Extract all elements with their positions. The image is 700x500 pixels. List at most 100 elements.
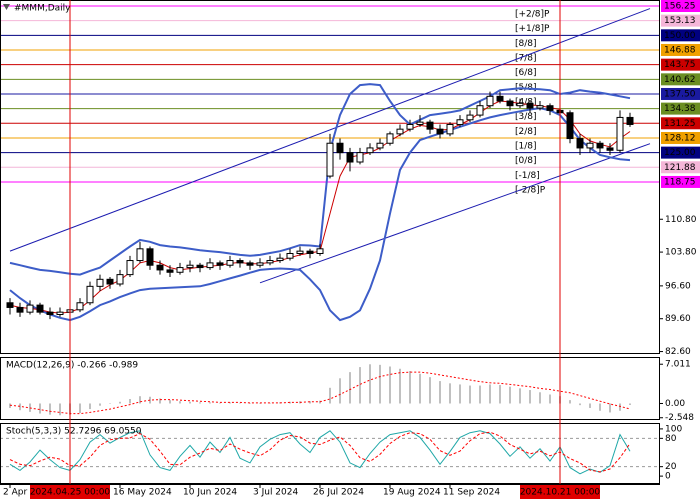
candle-body [606, 147, 614, 151]
macd-bar [419, 373, 421, 404]
candle-body [16, 306, 24, 313]
candle-body [266, 260, 274, 264]
level-name: [3/8] [515, 112, 537, 122]
candle-body [26, 304, 34, 313]
macd-bar [409, 371, 411, 404]
candle-body [626, 116, 634, 125]
candle-body [516, 102, 524, 107]
y-tick-label: -2.548 [665, 413, 694, 423]
macd-bar [9, 403, 11, 408]
panel-title: MACD(12,26,9) -0.266 -0.989 [6, 361, 138, 371]
macd-bar [539, 392, 541, 404]
candle-body [466, 114, 474, 121]
y-tick-label: 7.011 [665, 360, 691, 370]
candle-body [116, 274, 124, 285]
level-badge [661, 87, 700, 100]
candle-body [276, 257, 284, 262]
macd-bar [199, 402, 201, 404]
candle-body [306, 250, 314, 255]
level-name: [8/8] [515, 39, 537, 49]
panel-title: Stoch(5,3,3) 52.7296 69.0550 [6, 427, 142, 437]
candle-body [356, 152, 364, 163]
y-tick-label: 100 [665, 424, 682, 434]
x-tick-label: 3 Jul 2024 [253, 488, 298, 498]
level-name: [0/8] [515, 156, 537, 166]
macd-bar [129, 399, 131, 404]
macd-bar [119, 401, 121, 404]
candle-body [496, 95, 504, 102]
candle-body [326, 142, 334, 177]
panel [0, 430, 660, 475]
x-tick-label: 10 Jun 2024 [183, 488, 237, 498]
level-label: 140.62 [664, 75, 696, 85]
candle-body [6, 302, 14, 308]
macd-bar [509, 386, 511, 404]
y-tick-label: 0.00 [665, 399, 685, 409]
level-name: [-2/8]P [515, 185, 546, 195]
candle-body [196, 264, 204, 269]
level-badge [661, 14, 700, 27]
candle-body [546, 105, 554, 111]
macd-bar [249, 403, 251, 404]
candle-body [156, 264, 164, 271]
candle-body [136, 248, 144, 262]
macd-bar [189, 401, 191, 404]
candle-body [286, 253, 294, 259]
title-icon [3, 4, 10, 10]
candle-body [256, 262, 264, 266]
x-tick-label: 26 Jul 2024 [313, 488, 364, 498]
level-name: [2/8] [515, 127, 537, 137]
candle-body [86, 285, 94, 304]
y-tick-label: 0 [665, 472, 671, 482]
macd-bar [529, 390, 531, 404]
highlight-badge [520, 485, 600, 499]
level-label: 156.25 [664, 2, 696, 12]
candle-body [596, 142, 604, 149]
candle-body [486, 95, 494, 107]
macd-bar [369, 364, 371, 404]
level-name: [+1/8]P [515, 24, 550, 34]
macd-bar [379, 364, 381, 404]
candle-body [586, 142, 594, 149]
macd-bar [179, 401, 181, 404]
candle-body [346, 152, 354, 163]
candle-body [176, 267, 184, 273]
macd-bar [59, 403, 61, 416]
candle-body [366, 147, 374, 154]
signal-line [9, 371, 631, 415]
macd-bar [599, 403, 601, 411]
macd-bar [359, 367, 361, 404]
x-tick-label: 16 May 2024 [113, 488, 172, 498]
macd-bar [269, 402, 271, 404]
level-label: 137.50 [664, 89, 696, 99]
macd-bar [289, 401, 291, 404]
y-tick-label: 82.60 [665, 347, 691, 357]
macd-bar [589, 403, 591, 408]
highlight-label: 2024.04.25 00:00 [30, 488, 111, 498]
macd-bar [229, 402, 231, 404]
candle-body [426, 121, 434, 130]
level-badge [661, 102, 700, 115]
level-badge [661, 29, 700, 42]
macd-bar [399, 368, 401, 404]
candle-body [446, 123, 454, 135]
highlight-label: 2024.10.21 00:00 [520, 488, 601, 498]
candle-body [536, 105, 544, 109]
candle-body [186, 264, 194, 269]
candle-body [566, 112, 574, 140]
candle-body [336, 142, 344, 154]
macd-bar [469, 385, 471, 404]
macd-bar [619, 403, 621, 411]
level-label: 125.00 [664, 148, 696, 158]
macd-bar [19, 403, 21, 411]
candle-body [46, 311, 54, 315]
candle-body [576, 138, 584, 149]
y-tick-label: 96.60 [665, 281, 691, 291]
level-badge [661, 0, 700, 13]
level-badge [661, 58, 700, 71]
level-name: [-1/8] [515, 171, 540, 181]
macd-bar [569, 400, 571, 404]
macd-bar [489, 384, 491, 404]
panel-frame [0, 0, 660, 354]
